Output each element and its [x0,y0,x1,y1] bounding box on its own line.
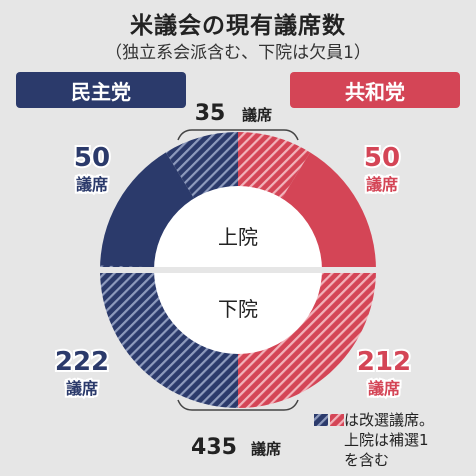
chart-title: 米議会の現有議席数 [130,13,346,39]
house-rep-value: 212 [357,347,411,377]
legend-republican: 共和党 [290,72,460,108]
senate-dem-unit: 議席 [76,175,108,194]
house-dem-unit: 議席 [66,379,98,398]
house-bracket [177,399,299,411]
legend-note: は改選議席。 上院は補選1 を含む [344,410,474,470]
legend-note-line3: を含む [344,451,390,469]
senate-election-value: 35 [195,101,226,126]
legend-note-line2: 上院は補選1 [344,431,429,449]
center-label-house: 下院 [218,297,258,321]
chart-subtitle: （独立系会派含む、下院は欠員1） [105,43,371,63]
legend-swatch-rep [330,414,344,426]
legend-swatch-dem [314,414,328,426]
house-election-value: 435 [191,435,237,460]
legend-democrat: 民主党 [16,72,186,108]
center-label-senate: 上院 [218,225,258,249]
senate-bracket [177,129,299,141]
senate-rep-value: 50 [364,143,400,173]
house-rep-unit: 議席 [368,379,400,398]
senate-rep-unit: 議席 [366,175,398,194]
house-dem-value: 222 [55,347,109,377]
senate-house-divider [100,267,376,273]
senate-dem-value: 50 [74,143,110,173]
house-election-unit: 議席 [251,440,281,458]
senate-election-unit: 議席 [242,106,272,124]
legend-note-line1: は改選議席。 [344,411,435,429]
